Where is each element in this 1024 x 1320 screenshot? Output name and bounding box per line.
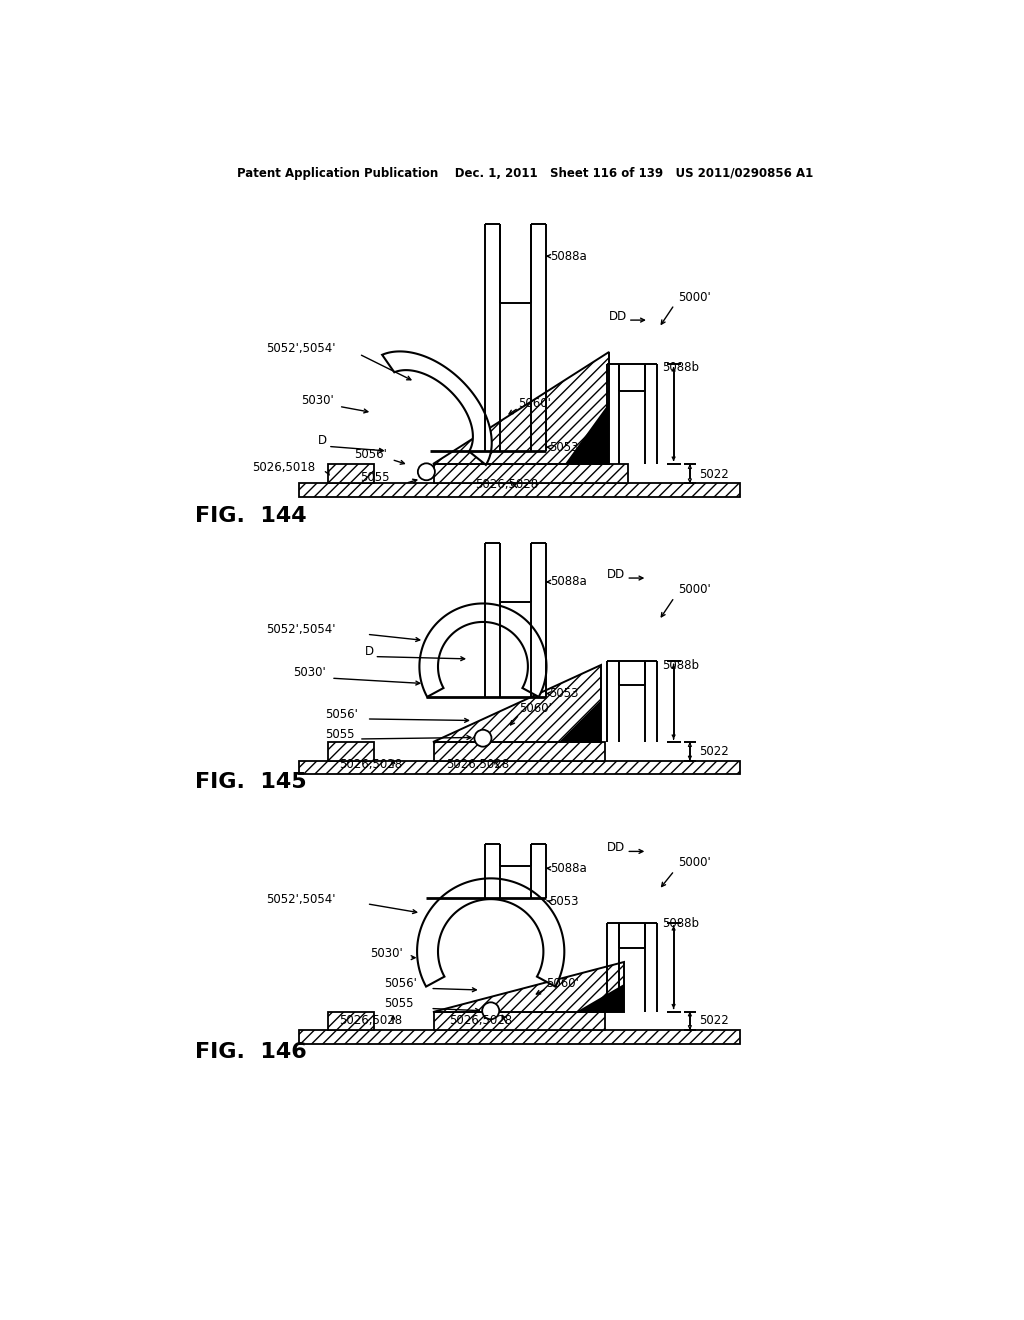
Text: 5026,5028: 5026,5028 — [339, 1014, 402, 1027]
Polygon shape — [432, 665, 601, 742]
Text: 5060': 5060' — [518, 397, 552, 409]
Text: 5088a: 5088a — [550, 249, 587, 263]
Circle shape — [418, 463, 435, 480]
Text: 5000': 5000' — [678, 290, 711, 304]
Text: DD: DD — [607, 841, 626, 854]
Bar — [328, 465, 375, 483]
Text: 5030': 5030' — [293, 667, 326, 680]
Text: D: D — [365, 644, 374, 657]
Bar — [299, 483, 740, 498]
Text: 5088a: 5088a — [550, 862, 587, 875]
Text: 5055: 5055 — [360, 471, 390, 484]
Text: Patent Application Publication    Dec. 1, 2011   Sheet 116 of 139   US 2011/0290: Patent Application Publication Dec. 1, 2… — [237, 168, 813, 181]
Text: 5060': 5060' — [547, 977, 580, 990]
Text: 5056': 5056' — [326, 708, 358, 721]
Polygon shape — [420, 603, 547, 697]
Text: 5052',5054': 5052',5054' — [266, 892, 336, 906]
Text: 5056': 5056' — [354, 447, 387, 461]
Text: 5088b: 5088b — [662, 916, 699, 929]
Text: 5000': 5000' — [678, 583, 711, 597]
Text: 5022: 5022 — [699, 467, 729, 480]
Polygon shape — [432, 961, 624, 1011]
Bar — [299, 1030, 740, 1044]
Polygon shape — [564, 403, 608, 465]
Text: FIG.  144: FIG. 144 — [195, 507, 306, 527]
Bar — [328, 742, 375, 760]
Bar — [299, 760, 740, 775]
Text: 5053: 5053 — [550, 895, 580, 908]
Text: 5052',5054': 5052',5054' — [266, 623, 336, 636]
Polygon shape — [577, 983, 624, 1011]
Circle shape — [482, 1002, 500, 1019]
Text: 5053: 5053 — [550, 441, 580, 454]
Polygon shape — [559, 700, 601, 742]
Text: D: D — [317, 434, 327, 447]
Text: 5026,5028: 5026,5028 — [339, 758, 402, 771]
Text: DD: DD — [608, 310, 627, 323]
Text: 5056': 5056' — [384, 977, 417, 990]
Text: DD: DD — [607, 568, 626, 581]
Text: 5026,5018: 5026,5018 — [252, 462, 315, 474]
Text: 5000': 5000' — [678, 857, 711, 870]
Text: 5022: 5022 — [699, 744, 729, 758]
Bar — [328, 1011, 375, 1030]
Text: 5088a: 5088a — [550, 576, 587, 589]
Text: 5022: 5022 — [699, 1014, 729, 1027]
Bar — [434, 465, 628, 483]
Text: 5055: 5055 — [326, 727, 355, 741]
Text: 5026,5028: 5026,5028 — [450, 1014, 513, 1027]
Polygon shape — [417, 878, 564, 986]
Text: 5088b: 5088b — [662, 659, 699, 672]
Text: FIG.  145: FIG. 145 — [195, 772, 306, 792]
Text: 5052',5054': 5052',5054' — [266, 342, 336, 355]
Text: 5026,5028: 5026,5028 — [445, 758, 509, 771]
Bar — [434, 742, 604, 760]
Text: 5030': 5030' — [301, 395, 334, 408]
Text: 5026,5028: 5026,5028 — [475, 478, 539, 491]
Polygon shape — [432, 352, 608, 465]
Circle shape — [474, 730, 492, 747]
Text: 5060': 5060' — [519, 702, 552, 715]
Text: 5053: 5053 — [550, 686, 580, 700]
Text: FIG.  146: FIG. 146 — [195, 1041, 306, 1061]
Bar — [434, 1011, 604, 1030]
Text: 5030': 5030' — [371, 946, 403, 960]
Text: 5088b: 5088b — [662, 362, 699, 375]
Text: 5055: 5055 — [384, 998, 414, 1010]
Polygon shape — [382, 351, 492, 465]
